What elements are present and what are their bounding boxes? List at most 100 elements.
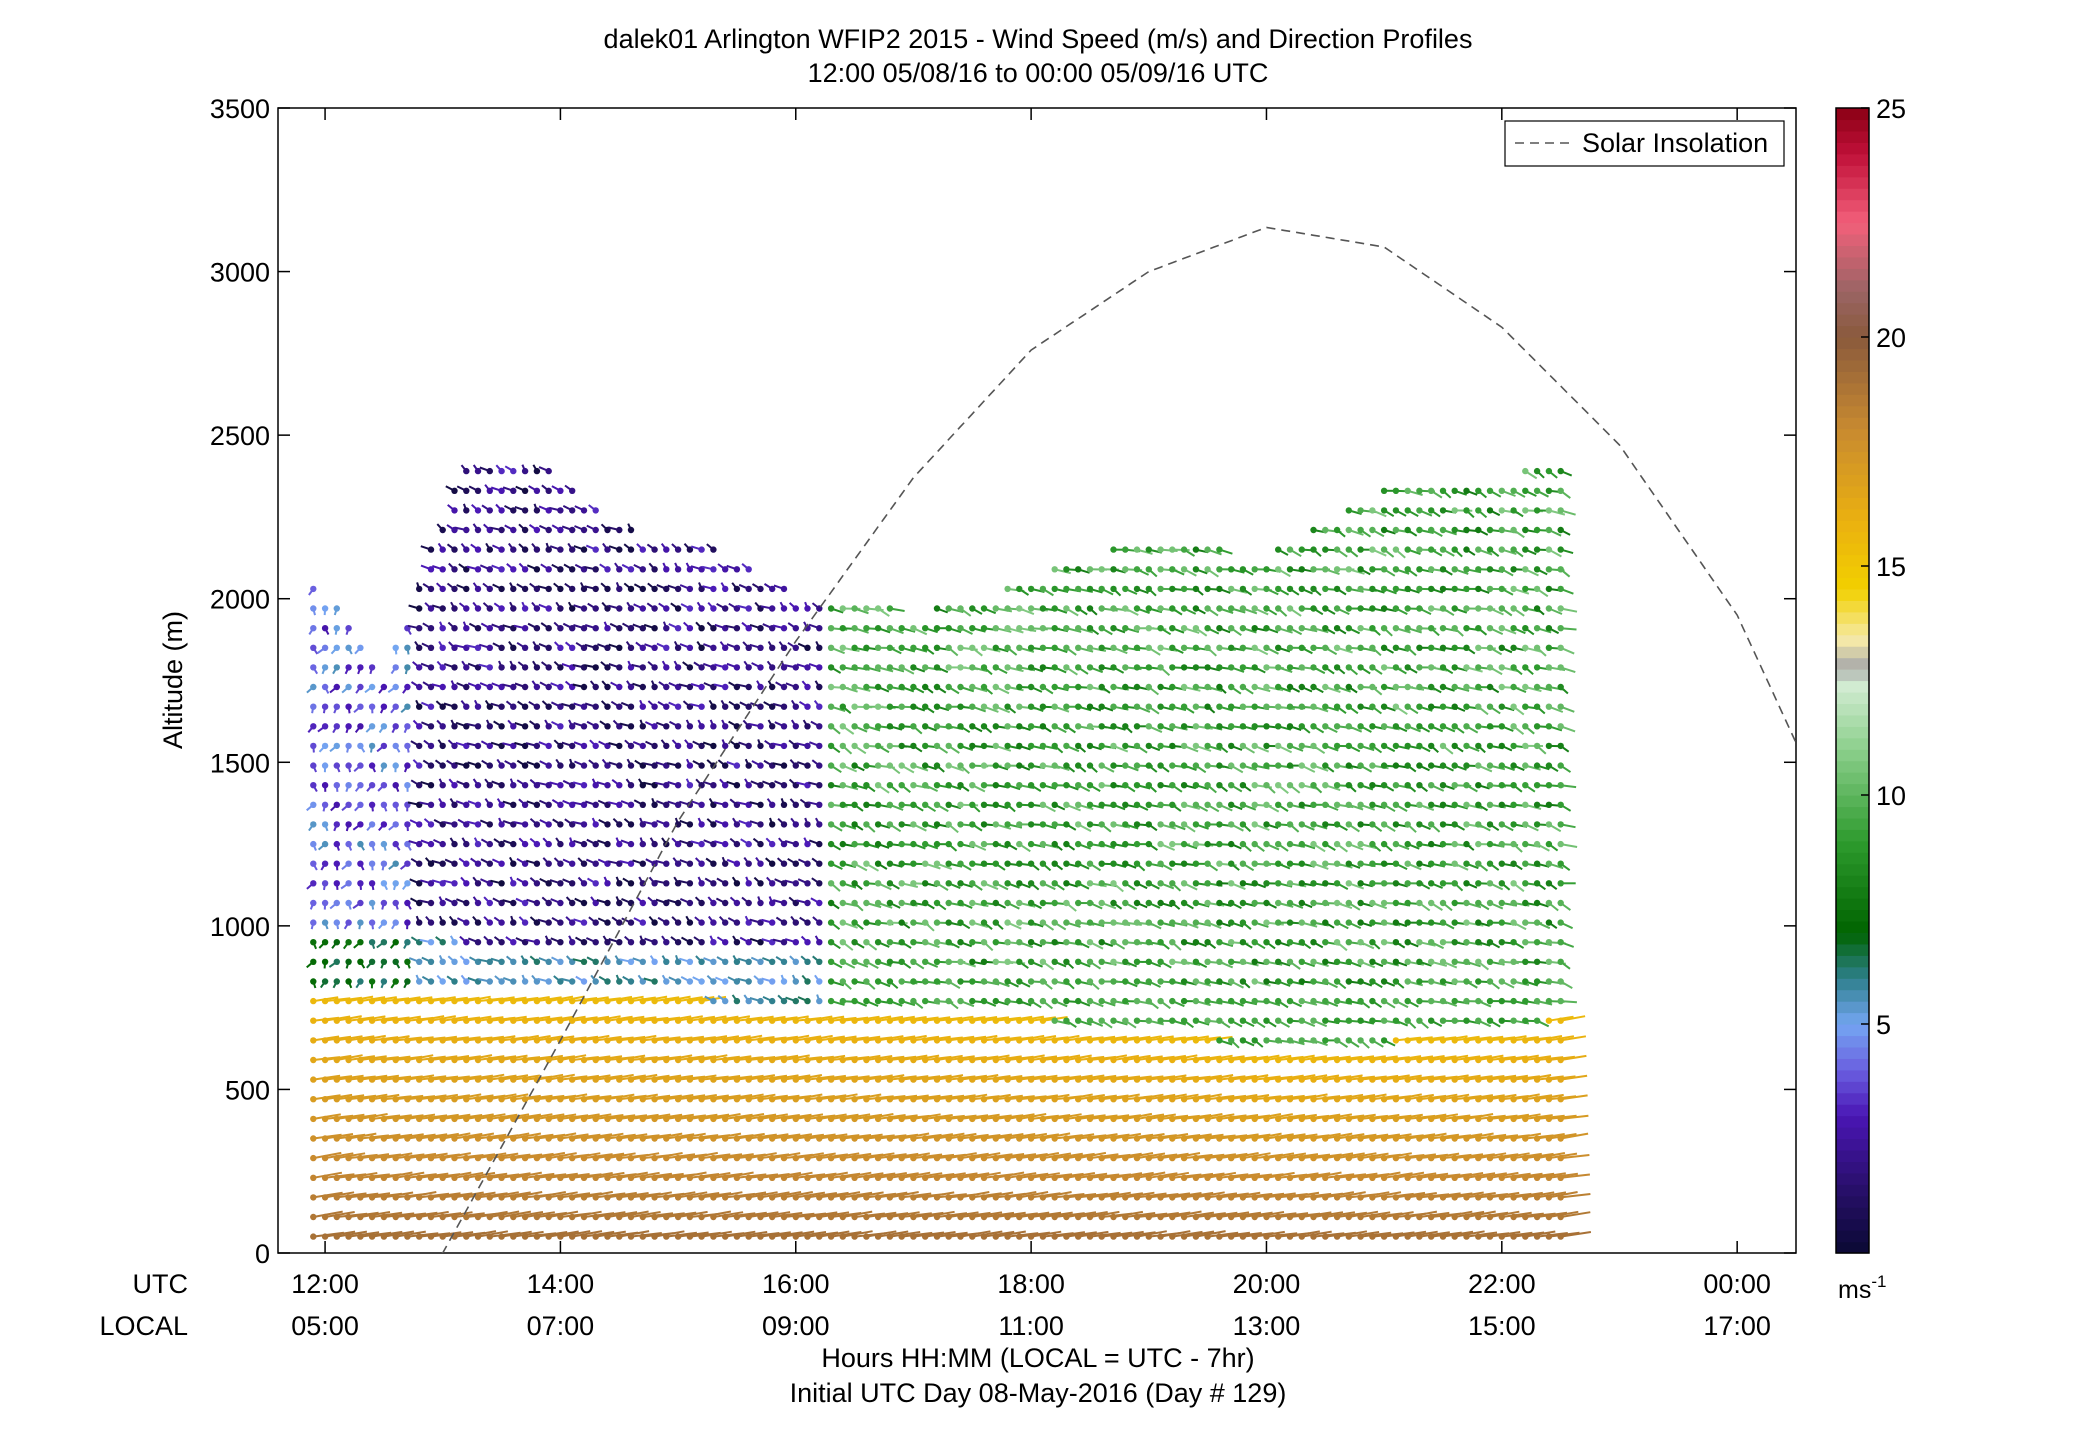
wind-barb-dot: [440, 841, 446, 847]
wind-barb-dot: [475, 546, 481, 552]
wind-barb-dot: [934, 802, 940, 808]
wind-barb-dot: [393, 1214, 399, 1220]
wind-barb-dot: [981, 1155, 987, 1161]
wind-barb-dot: [1075, 939, 1081, 945]
wind-barb-dot: [722, 586, 728, 592]
wind-barb-dot: [899, 1116, 905, 1122]
wind-barb-dot: [475, 704, 481, 710]
wind-barb-dot: [887, 704, 893, 710]
wind-barb-dot: [722, 1116, 728, 1122]
wind-barb-dot: [710, 1096, 716, 1102]
wind-barb-dot: [981, 802, 987, 808]
wind-barb-dot: [899, 998, 905, 1004]
wind-barb-dot: [828, 821, 834, 827]
wind-barb-dot: [581, 959, 587, 965]
wind-barb-dot: [310, 743, 316, 749]
wind-barb-dot: [663, 978, 669, 984]
wind-barb-dot: [534, 880, 540, 886]
wind-barb-dot: [498, 704, 504, 710]
wind-barb-dot: [734, 1194, 740, 1200]
wind-barb-dot: [451, 605, 457, 611]
wind-barb-dot: [828, 1018, 834, 1024]
wind-barb-dot: [510, 959, 516, 965]
wind-barb-dot: [1040, 939, 1046, 945]
wind-barb-dot: [498, 1057, 504, 1063]
wind-barb-dot: [675, 1155, 681, 1161]
wind-barb-dot: [510, 1076, 516, 1082]
wind-barb-dot: [393, 841, 399, 847]
wind-barb-dot: [1052, 998, 1058, 1004]
wind-barb-dot: [698, 625, 704, 631]
wind-barb-dot: [416, 1018, 422, 1024]
wind-barb-dot: [840, 704, 846, 710]
wind-barb-dot: [899, 880, 905, 886]
wind-barb-dot: [840, 802, 846, 808]
wind-barb-dot: [804, 978, 810, 984]
wind-barb-dot: [498, 998, 504, 1004]
wind-barb-dot: [440, 1037, 446, 1043]
wind-barb-dot: [734, 1155, 740, 1161]
wind-barb-dot: [487, 1194, 493, 1200]
wind-barb-dot: [322, 1155, 328, 1161]
wind-barb-dot: [334, 1155, 340, 1161]
wind-barb-dot: [498, 546, 504, 552]
wind-barb-dot: [428, 1096, 434, 1102]
wind-barb-dot: [322, 1233, 328, 1239]
wind-barb-dot: [440, 1194, 446, 1200]
wind-barb-dot: [581, 978, 587, 984]
wind-barb-dot: [922, 1057, 928, 1063]
wind-barb-dot: [746, 861, 752, 867]
wind-barb-dot: [1087, 1076, 1093, 1082]
wind-barb-dot: [498, 586, 504, 592]
wind-barb-dot: [616, 625, 622, 631]
wind-barb-dot: [557, 527, 563, 533]
wind-barb-dot: [1099, 1155, 1105, 1161]
wind-barb-dot: [887, 939, 893, 945]
wind-barb-dot: [369, 998, 375, 1004]
wind-barb-dot: [934, 900, 940, 906]
wind-barb-dot: [734, 566, 740, 572]
wind-barb-dot: [675, 900, 681, 906]
wind-barb-dot: [451, 1116, 457, 1122]
wind-barb-dot: [687, 762, 693, 768]
wind-barb-dot: [334, 782, 340, 788]
wind-barb-dot: [487, 861, 493, 867]
wind-barb-dot: [899, 723, 905, 729]
wind-barb-dot: [440, 861, 446, 867]
wind-barb-dot: [734, 939, 740, 945]
wind-barb-dot: [840, 684, 846, 690]
wind-barb-dot: [428, 704, 434, 710]
wind-barb-dot: [804, 1233, 810, 1239]
wind-barb-dot: [463, 527, 469, 533]
wind-barb-dot: [393, 1155, 399, 1161]
wind-barb-dot: [569, 1233, 575, 1239]
wind-barb-dot: [875, 900, 881, 906]
wind-barb-dot: [1134, 1116, 1140, 1122]
wind-barb-dot: [687, 1194, 693, 1200]
wind-barb-dot: [757, 1116, 763, 1122]
wind-barb-dot: [522, 959, 528, 965]
wind-barb-dot: [734, 664, 740, 670]
wind-barb-dot: [1040, 1037, 1046, 1043]
wind-barb-dot: [1075, 821, 1081, 827]
wind-barb-dot: [663, 1057, 669, 1063]
wind-barb-dot: [1040, 978, 1046, 984]
wind-barb-dot: [463, 1194, 469, 1200]
wind-barb-dot: [628, 880, 634, 886]
wind-barb-dot: [769, 1116, 775, 1122]
wind-barb-dot: [357, 900, 363, 906]
wind-barb-dot: [793, 1155, 799, 1161]
wind-barb-dot: [651, 1155, 657, 1161]
wind-barb-dot: [816, 880, 822, 886]
wind-barb-dot: [828, 1057, 834, 1063]
wind-barb-dot: [851, 1018, 857, 1024]
wind-barb-dot: [393, 939, 399, 945]
wind-barb-dot: [828, 762, 834, 768]
wind-barb-dot: [651, 566, 657, 572]
wind-barb-dot: [1016, 684, 1022, 690]
wind-barb-dot: [604, 1096, 610, 1102]
wind-barb-dot: [581, 546, 587, 552]
wind-barb-dot: [687, 743, 693, 749]
wind-barb-dot: [734, 1116, 740, 1122]
